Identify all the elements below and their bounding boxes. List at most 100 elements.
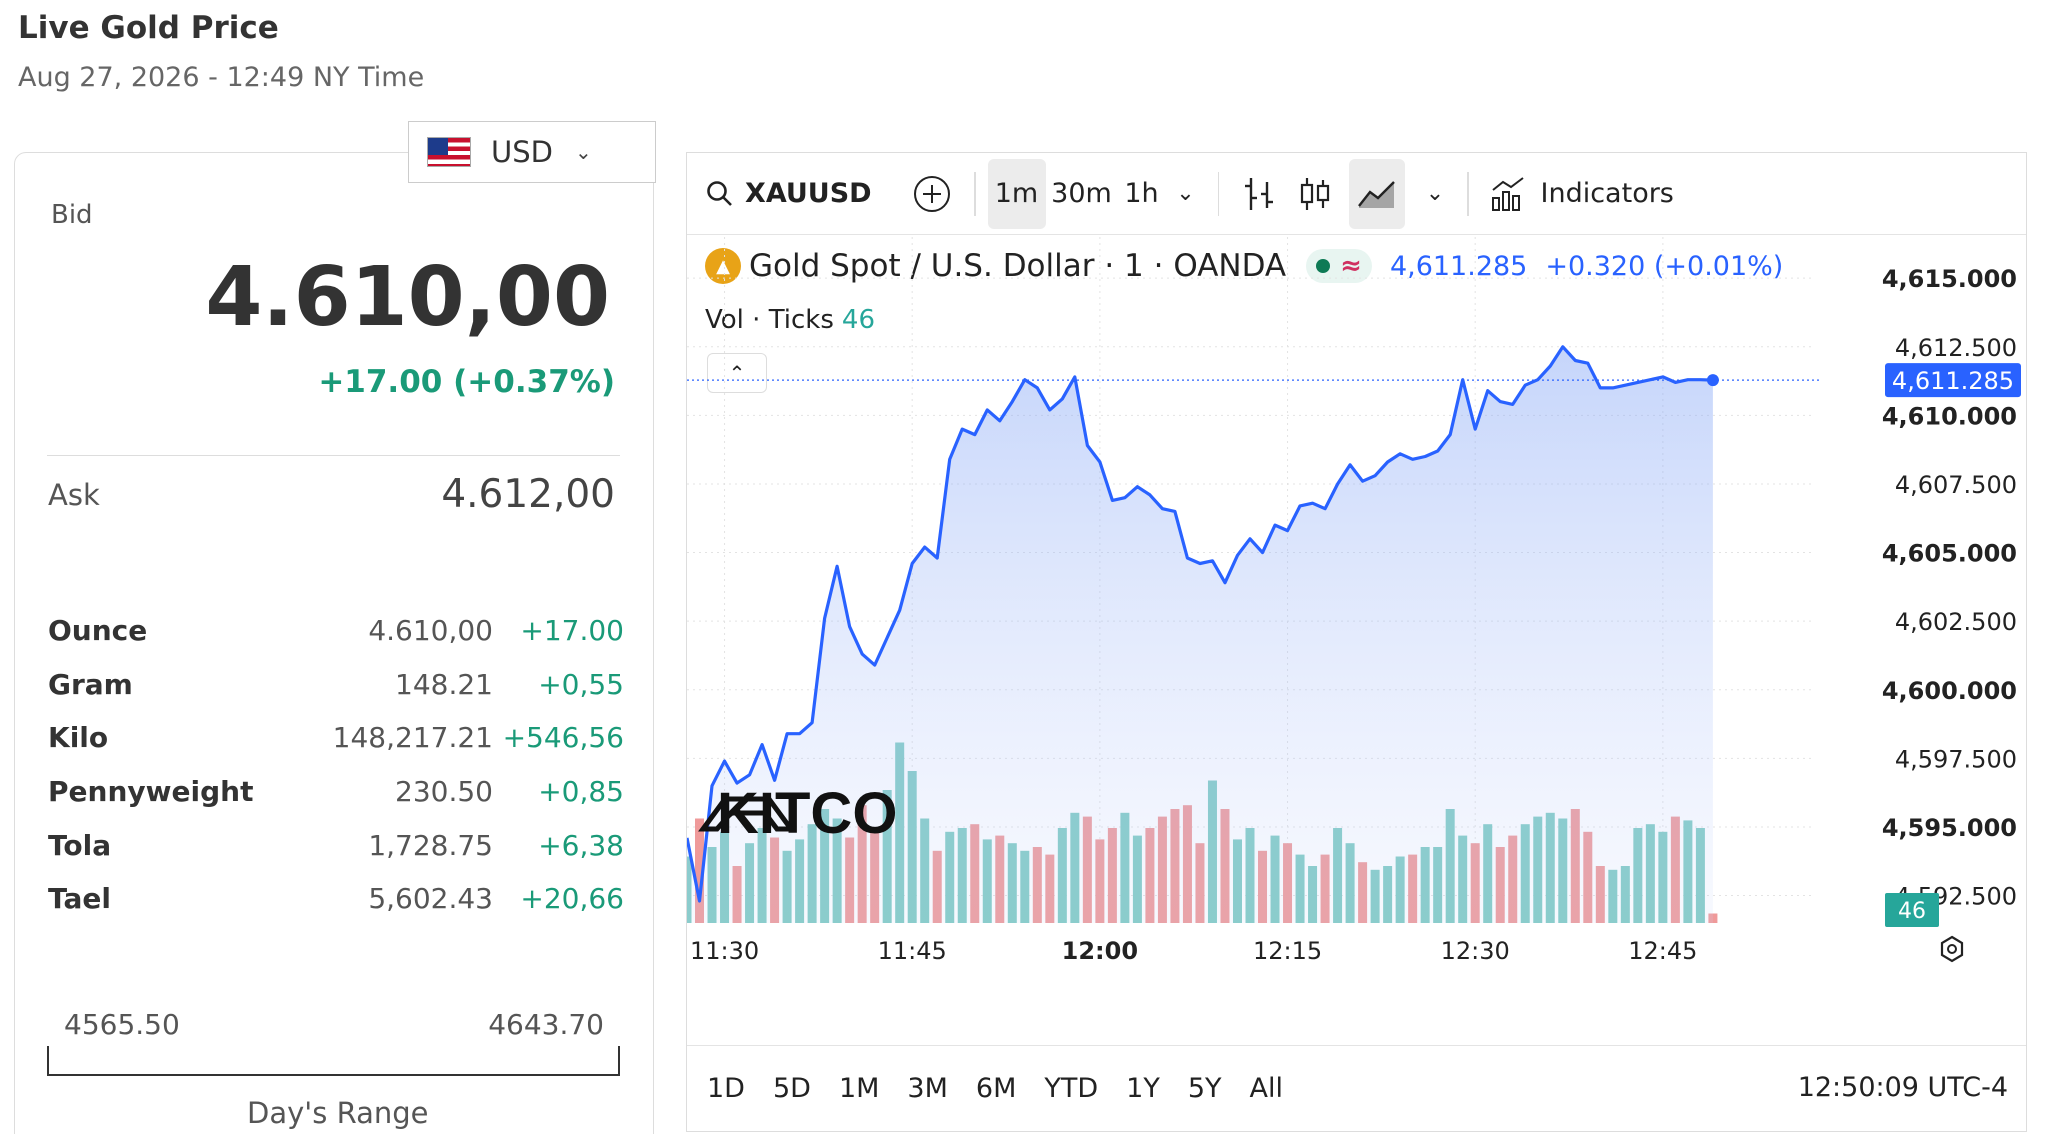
unit-name: Pennyweight bbox=[48, 775, 254, 809]
search-icon bbox=[707, 180, 732, 206]
compare-button[interactable] bbox=[902, 159, 962, 229]
currency-label: USD bbox=[491, 135, 553, 169]
unit-name: Gram bbox=[48, 667, 133, 701]
x-axis-tick-label: 11:45 bbox=[878, 937, 947, 965]
unit-row-ounce: Ounce 4.610,00 +17.00 bbox=[48, 604, 624, 658]
unit-row-gram: Gram 148.21 +0,55 bbox=[48, 658, 624, 712]
ask-price: 4.612,00 bbox=[441, 472, 615, 517]
settings-icon-center bbox=[1947, 944, 1957, 954]
data-feed-icon: ≈ bbox=[1340, 251, 1362, 281]
unit-row-tael: Tael 5,602.43 +20,66 bbox=[48, 872, 624, 926]
chevron-down-icon: ⌄ bbox=[1176, 181, 1195, 206]
unit-value: 148,217.21 bbox=[332, 721, 493, 755]
last-price-badge-label: 4,611.285 bbox=[1892, 367, 2014, 395]
unit-name: Kilo bbox=[48, 721, 109, 755]
unit-name: Tola bbox=[48, 828, 112, 862]
chart-style-dropdown[interactable]: ⌄ bbox=[1415, 159, 1455, 229]
unit-change: +17.00 bbox=[520, 614, 624, 648]
unit-change: +0,55 bbox=[538, 667, 624, 701]
x-axis-tick-label: 12:00 bbox=[1062, 937, 1138, 965]
symbol-label: XAUUSD bbox=[745, 178, 872, 209]
range-bar: 1D 5D 1M 3M 6M YTD 1Y 5Y All 12:50:09 UT… bbox=[687, 1045, 2026, 1131]
x-axis-tick-label: 11:30 bbox=[690, 937, 759, 965]
volume-value: 46 bbox=[841, 305, 875, 335]
range-1d[interactable]: 1D bbox=[707, 1073, 745, 1104]
symbol-search[interactable]: XAUUSD bbox=[687, 159, 902, 229]
chart-widget: XAUUSD 1m 30m 1h ⌄ ⌄ Indicators ▲ Gold S… bbox=[686, 152, 2027, 1132]
bar-style-button[interactable] bbox=[1231, 159, 1287, 229]
collapse-legend-button[interactable]: ⌃ bbox=[707, 353, 767, 393]
bid-label: Bid bbox=[51, 200, 93, 230]
page-title: Live Gold Price bbox=[18, 10, 279, 46]
volume-bar bbox=[1708, 913, 1718, 923]
add-circle-icon bbox=[914, 175, 950, 212]
chevron-up-icon: ⌃ bbox=[728, 361, 746, 385]
unit-row-kilo: Kilo 148,217.21 +546,56 bbox=[48, 711, 624, 765]
range-1m[interactable]: 1M bbox=[838, 1073, 880, 1104]
y-axis-tick-label: 4,612.500 bbox=[1895, 334, 2017, 362]
y-axis-tick-label: 4,595.000 bbox=[1882, 814, 2017, 842]
settings-icon[interactable] bbox=[1940, 935, 1964, 963]
toolbar-separator bbox=[1217, 171, 1219, 216]
interval-30m[interactable]: 30m bbox=[1051, 178, 1112, 209]
unit-change: +546,56 bbox=[502, 721, 624, 755]
market-open-dot-icon bbox=[1316, 259, 1331, 273]
y-axis-tick-label: 4,597.500 bbox=[1895, 745, 2017, 773]
range-ytd[interactable]: YTD bbox=[1044, 1073, 1099, 1104]
y-axis-tick-label: 4,607.500 bbox=[1895, 471, 2017, 499]
y-axis-tick-label: 4,600.000 bbox=[1882, 677, 2017, 705]
us-flag-icon bbox=[427, 137, 471, 167]
range-6m[interactable]: 6M bbox=[975, 1073, 1017, 1104]
volume-label: Vol · Ticks bbox=[705, 305, 834, 335]
chart-toolbar: XAUUSD 1m 30m 1h ⌄ ⌄ Indicators bbox=[687, 153, 2026, 235]
unit-change: +6,38 bbox=[538, 828, 624, 862]
range-3m[interactable]: 3M bbox=[907, 1073, 948, 1104]
interval-1m[interactable]: 1m bbox=[987, 158, 1046, 229]
y-axis-tick-label: 4,605.000 bbox=[1882, 540, 2017, 568]
y-axis-tick-label: 4,615.000 bbox=[1882, 265, 2017, 293]
indicators-button[interactable]: Indicators bbox=[1481, 159, 1682, 229]
chevron-down-icon: ⌄ bbox=[1425, 181, 1445, 206]
toolbar-separator bbox=[1467, 171, 1469, 216]
candles-style-button[interactable] bbox=[1287, 159, 1343, 229]
interval-dropdown[interactable]: ⌄ bbox=[1166, 159, 1206, 229]
unit-value: 230.50 bbox=[395, 775, 493, 809]
unit-table: Ounce 4.610,00 +17.00 Gram 148.21 +0,55 … bbox=[48, 604, 624, 926]
legend-change: +0.320 (+0.01%) bbox=[1545, 250, 1784, 282]
candlestick-icon bbox=[1300, 177, 1330, 210]
volume-badge-label: 46 bbox=[1898, 899, 1926, 924]
ask-label: Ask bbox=[48, 478, 100, 512]
unit-change: +20,66 bbox=[520, 882, 624, 916]
range-all[interactable]: All bbox=[1249, 1073, 1283, 1104]
day-range-label: Day's Range bbox=[247, 1096, 429, 1130]
range-5d[interactable]: 5D bbox=[772, 1073, 811, 1104]
day-range-low: 4565.50 bbox=[64, 1008, 180, 1041]
day-range-high: 4643.70 bbox=[488, 1008, 604, 1041]
last-price-badge bbox=[1885, 363, 2021, 398]
unit-value: 148.21 bbox=[395, 667, 493, 701]
area-style-button[interactable] bbox=[1349, 158, 1405, 229]
market-status-pill: ≈ bbox=[1306, 249, 1372, 283]
price-chart[interactable]: KITCO4,615.0004,612.5004,610.0004,607.50… bbox=[687, 237, 2028, 1045]
unit-row-pennyweight: Pennyweight 230.50 +0,85 bbox=[48, 765, 624, 819]
price-card bbox=[14, 152, 654, 1134]
indicators-icon bbox=[1491, 176, 1524, 211]
range-1y[interactable]: 1Y bbox=[1126, 1073, 1160, 1104]
y-axis-tick-label: 4,602.500 bbox=[1895, 608, 2017, 636]
currency-selector[interactable]: USD ⌄ bbox=[408, 121, 656, 183]
x-axis-tick-label: 12:15 bbox=[1253, 937, 1322, 965]
divider bbox=[47, 455, 620, 456]
unit-name: Tael bbox=[48, 882, 111, 916]
volume-legend: Vol · Ticks 46 bbox=[705, 305, 875, 335]
unit-row-tola: Tola 1,728.75 +6,38 bbox=[48, 818, 624, 872]
range-5y[interactable]: 5Y bbox=[1187, 1073, 1222, 1104]
unit-value: 5,602.43 bbox=[368, 882, 493, 916]
last-price-dot bbox=[1706, 374, 1719, 387]
price-area-fill bbox=[687, 346, 1713, 923]
unit-change: +0,85 bbox=[538, 775, 624, 809]
day-range-bar bbox=[47, 1046, 620, 1076]
x-axis-tick-label: 12:30 bbox=[1441, 937, 1510, 965]
interval-1h[interactable]: 1h bbox=[1124, 178, 1159, 209]
legend-last-price: 4,611.285 bbox=[1389, 250, 1528, 282]
bid-price: 4.610,00 bbox=[205, 250, 610, 345]
